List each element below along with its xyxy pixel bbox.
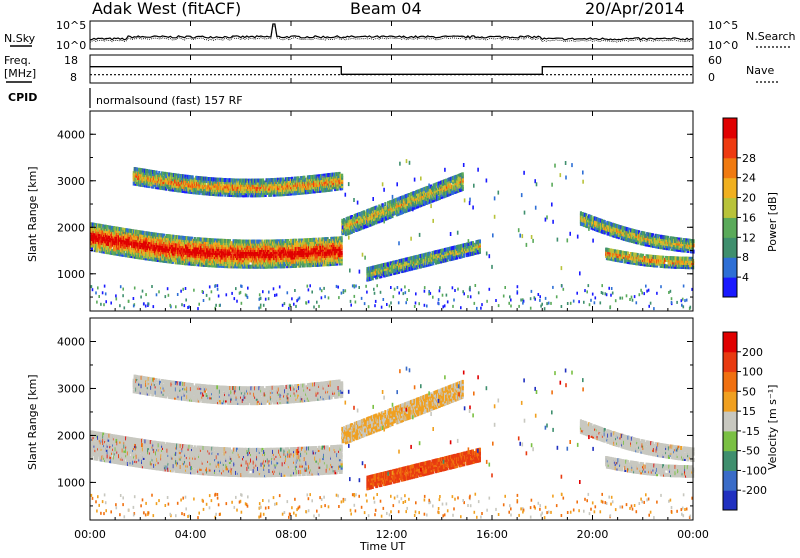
freq-line	[90, 67, 693, 75]
power-cell	[343, 218, 345, 222]
noise-right-tick-high: 10^5	[708, 19, 738, 32]
power-cell	[148, 232, 150, 236]
noise-sky-line	[90, 24, 693, 40]
power-cell	[341, 245, 343, 249]
nave-tick-low: 0	[708, 71, 715, 84]
power-cell	[341, 236, 343, 240]
noise-right-tick-low: 10^0	[708, 39, 738, 52]
freq-unit-label: [MHz]	[4, 67, 36, 80]
beam-title: Beam 04	[350, 0, 422, 18]
power-cell	[384, 206, 386, 210]
cpid-label: CPID	[8, 91, 37, 104]
power-cell	[141, 235, 143, 239]
freq-tick-low: 8	[70, 71, 77, 84]
power-cell	[376, 207, 378, 211]
power-cell	[136, 168, 138, 172]
power-cell	[212, 238, 214, 242]
power-cell	[273, 178, 275, 182]
power-data	[90, 159, 695, 310]
cpid-text: normalsound (fast) 157 RF	[96, 94, 243, 107]
power-cell	[201, 263, 203, 267]
power-cell	[347, 216, 349, 220]
power-cell	[341, 251, 343, 255]
power-cell	[123, 228, 125, 232]
power-cell	[341, 174, 343, 178]
nave-label: Nave	[746, 64, 774, 77]
power-cell	[303, 176, 305, 180]
nsearch-label: N.Search	[746, 30, 796, 43]
power-cell	[359, 212, 361, 216]
power-cell	[363, 225, 365, 229]
power-cell	[133, 182, 135, 186]
power-cell	[189, 175, 191, 179]
power-cell	[210, 238, 212, 242]
power-cell	[280, 239, 282, 243]
nsky-label: N.Sky	[4, 32, 36, 45]
power-cell	[291, 239, 293, 243]
power-cell	[162, 172, 164, 176]
freq-tick-high: 18	[64, 54, 78, 67]
power-cell	[384, 202, 386, 206]
noise-panel: N.Sky 10^5 10^0 10^5 10^0 N.Search	[4, 19, 796, 52]
power-cell	[169, 234, 171, 238]
power-cell	[402, 195, 404, 199]
station-title: Adak West (fitACF)	[92, 0, 241, 18]
noise-search-line	[90, 26, 693, 42]
freq-label: Freq.	[4, 54, 31, 67]
power-cell	[336, 172, 338, 176]
power-cell	[178, 235, 180, 239]
power-cell	[192, 175, 194, 179]
date-title: 20/Apr/2014	[585, 0, 685, 18]
noise-left-tick-low: 10^0	[56, 39, 86, 52]
nave-tick-high: 60	[708, 54, 722, 67]
noise-left-tick-high: 10^5	[56, 19, 86, 32]
